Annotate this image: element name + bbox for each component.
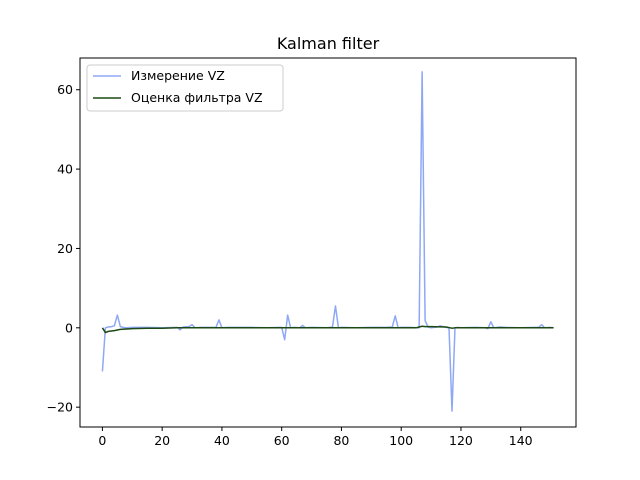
y-tick-label: −20 — [47, 400, 73, 415]
legend-label-measurement: Измерение VZ — [131, 68, 225, 83]
y-tick-label: 0 — [65, 320, 73, 335]
legend: Измерение VZ Оценка фильтра VZ — [86, 64, 284, 112]
x-tick-label: 140 — [509, 433, 533, 448]
x-tick-label: 20 — [154, 433, 170, 448]
plot-area: 0 20 40 60 80 100 120 140 −20 0 20 40 60 — [47, 57, 577, 448]
series-layer — [101, 71, 554, 412]
x-tick-label: 80 — [333, 433, 349, 448]
legend-box — [86, 64, 284, 112]
x-tick-label: 60 — [274, 433, 290, 448]
x-tick-label: 0 — [98, 433, 106, 448]
y-tick-label: 40 — [57, 162, 73, 177]
x-tick-label: 100 — [389, 433, 413, 448]
series-line-filter-estimate — [101, 325, 554, 334]
x-tick-label: 120 — [449, 433, 473, 448]
x-tick-label: 40 — [214, 433, 230, 448]
legend-label-filter-estimate: Оценка фильтра VZ — [131, 90, 263, 105]
y-tick-label: 20 — [57, 241, 73, 256]
x-axis: 0 20 40 60 80 100 120 140 — [98, 427, 533, 448]
chart-title: Kalman filter — [277, 34, 380, 53]
y-axis: −20 0 20 40 60 — [47, 82, 80, 415]
axes-frame — [79, 57, 577, 428]
y-tick-label: 60 — [57, 82, 73, 97]
